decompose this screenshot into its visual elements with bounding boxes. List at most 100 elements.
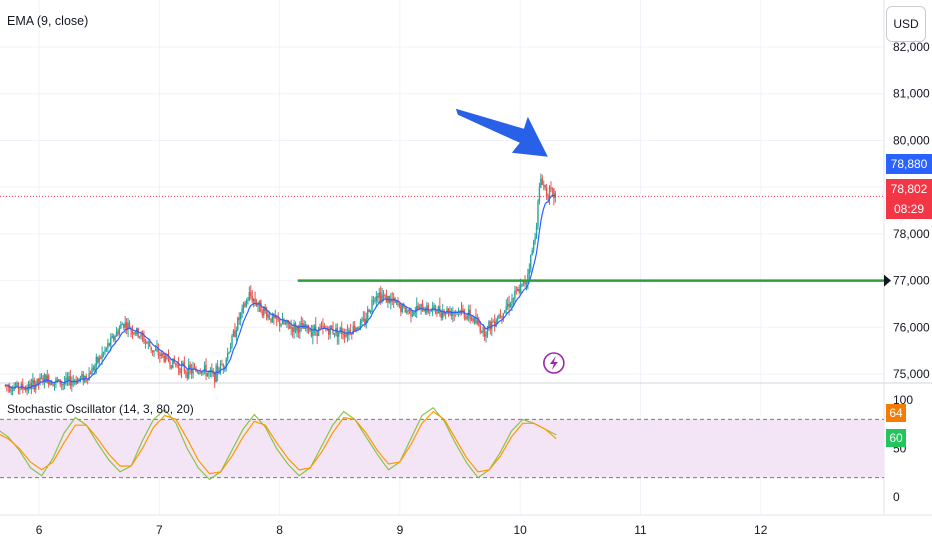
candle-body [291, 327, 294, 332]
candle-body [114, 336, 116, 340]
candle-body [264, 306, 266, 312]
candle-body [134, 332, 137, 334]
candle-body [260, 300, 262, 313]
candle-body [488, 321, 490, 327]
candle-body [22, 384, 24, 389]
candle-body [339, 327, 341, 332]
lightning-icon[interactable] [543, 352, 565, 374]
candle-body [99, 357, 102, 359]
candle-body [276, 315, 278, 320]
candle-body [479, 325, 481, 333]
candle-body [245, 300, 248, 307]
candle-body [405, 310, 408, 313]
x-tick-label: 9 [397, 523, 404, 537]
candle-body [166, 355, 168, 357]
stochastic-plot [0, 406, 557, 481]
candlestick-series [4, 173, 557, 396]
candle-body [237, 317, 239, 331]
candle-body [23, 388, 25, 390]
candle-body [159, 354, 161, 357]
y-tick-label: 78,000 [893, 227, 930, 241]
candle-body [550, 187, 552, 189]
candle-body [37, 378, 40, 383]
candle-body [127, 322, 129, 330]
ema-line [5, 194, 556, 390]
candle-body [489, 321, 492, 330]
candle-body [248, 292, 251, 301]
candle-body [216, 365, 219, 374]
candle-body [234, 330, 236, 337]
ema-indicator-label[interactable]: EMA (9, close) [7, 14, 89, 28]
candle-body [475, 317, 477, 324]
candle-body [362, 318, 365, 320]
candle-body [250, 292, 252, 296]
candle-body [222, 364, 225, 368]
candle-body [201, 371, 203, 374]
candle-body [196, 371, 199, 373]
candle-body [366, 309, 369, 320]
candle-body [49, 381, 51, 385]
candle-body [378, 292, 380, 298]
drawings[interactable] [0, 108, 891, 374]
candle-body [465, 317, 467, 319]
candle-body [349, 329, 352, 334]
candle-body [78, 378, 80, 380]
candle-body [94, 365, 96, 370]
ema-price-tag: 78,880 [886, 154, 932, 174]
candle-body [343, 334, 346, 337]
candle-body [309, 330, 311, 332]
candle-body [157, 348, 160, 355]
candle-body [517, 289, 519, 292]
candle-body [492, 321, 494, 323]
candle-body [482, 327, 484, 332]
x-tick-label: 10 [514, 523, 528, 537]
candle-body [228, 352, 230, 354]
candle-body [398, 304, 401, 306]
candle-body [193, 367, 196, 369]
candle-body [502, 313, 505, 318]
candle-body [336, 327, 339, 337]
candle-body [107, 343, 109, 349]
candle-body [188, 364, 190, 378]
candle-body [146, 342, 148, 344]
stoch-k-line [0, 406, 557, 481]
candle-body [124, 322, 126, 328]
candle-body [368, 309, 370, 313]
stochastic-indicator-label[interactable]: Stochastic Oscillator (14, 3, 80, 20) [7, 402, 194, 416]
candle-body [53, 381, 56, 386]
candle-body [447, 308, 450, 314]
currency-button[interactable]: USD [886, 6, 926, 42]
oscillator-grid [0, 418, 884, 479]
candle-body [407, 310, 409, 312]
arrow-annotation[interactable] [455, 108, 548, 157]
candle-body [229, 346, 232, 353]
candle-body [98, 357, 100, 363]
time-axis[interactable]: 6 7 8 9 10 11 12 [36, 523, 768, 537]
candle-body [501, 316, 503, 318]
candle-body [68, 376, 70, 380]
candle-body [265, 311, 268, 318]
candle-body [543, 184, 545, 186]
candle-body [238, 317, 240, 320]
candle-body [410, 308, 412, 316]
candle-body [263, 306, 265, 316]
candle-body [147, 342, 150, 344]
candle-body [131, 330, 134, 334]
candle-body [267, 314, 269, 318]
candle-body [404, 306, 406, 313]
candle-body [527, 273, 529, 283]
candle-body [323, 326, 326, 328]
candle-body [416, 305, 418, 312]
candle-body [254, 298, 256, 303]
candle-body [58, 379, 60, 381]
candle-body [11, 390, 14, 392]
candle-body [219, 364, 222, 371]
candle-body [429, 311, 431, 313]
candle-body [436, 311, 438, 314]
candle-body [320, 325, 323, 328]
candle-body [283, 319, 285, 324]
candle-body [498, 314, 500, 319]
candle-body [499, 314, 502, 317]
candle-body [511, 298, 513, 305]
